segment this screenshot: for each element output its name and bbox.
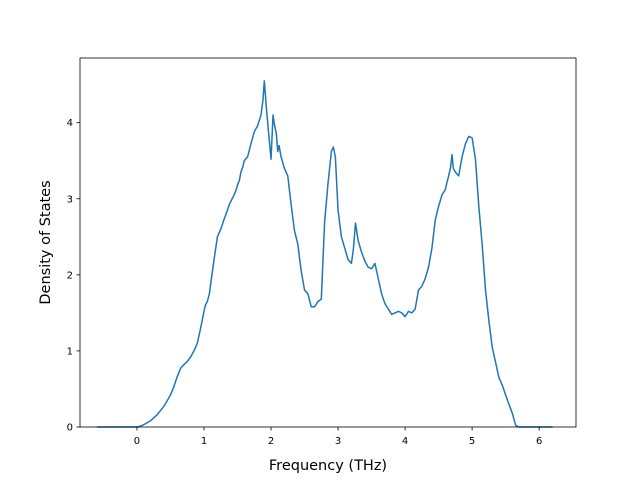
- x-tick-label: 0: [134, 436, 140, 447]
- dos-series-line: [96, 80, 553, 428]
- y-tick-label: 4: [67, 118, 73, 129]
- axes-frame: [79, 57, 577, 428]
- x-tick-label: 3: [335, 436, 341, 447]
- x-tick-label: 4: [402, 436, 408, 447]
- plot-area: [96, 80, 553, 428]
- y-tick-label: 2: [67, 270, 73, 281]
- y-axis-label: Density of States: [38, 180, 54, 304]
- y-tick-label: 0: [67, 423, 73, 434]
- x-tick-label: 6: [536, 436, 542, 447]
- y-tick-label: 3: [67, 194, 73, 205]
- x-tick-label: 2: [268, 436, 274, 447]
- y-tick-label: 1: [67, 346, 73, 357]
- x-tick-label: 5: [469, 436, 475, 447]
- axis-ticks: 0 1 2 3 4 5 6 0 1 2 3 4: [67, 118, 543, 447]
- x-tick-label: 1: [201, 436, 207, 447]
- x-axis-label: Frequency (THz): [269, 458, 387, 474]
